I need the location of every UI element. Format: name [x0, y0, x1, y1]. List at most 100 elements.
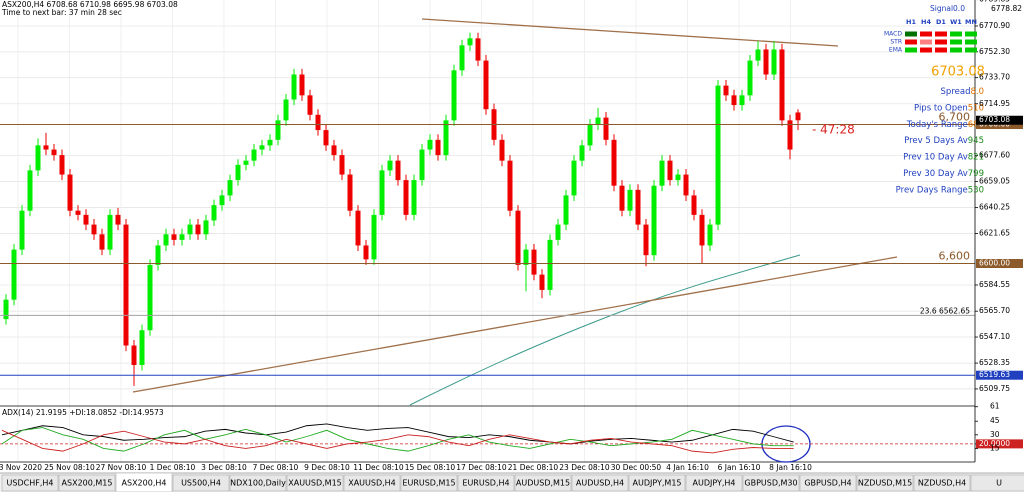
tab[interactable] — [229, 474, 287, 492]
tab[interactable] — [742, 474, 800, 492]
signal-block — [920, 47, 932, 53]
x-tick-label: 15 Dec 08:10 — [405, 463, 456, 472]
candle-body — [243, 160, 249, 165]
candle-body — [731, 95, 737, 106]
candle-body — [339, 155, 345, 175]
tab[interactable] — [1, 474, 59, 492]
tab-label[interactable]: NZDUSD,M15 — [858, 479, 912, 488]
candle-body — [363, 245, 369, 260]
tab[interactable] — [571, 474, 629, 492]
y-tick-label: 6752.30 — [979, 47, 1010, 56]
tab[interactable] — [343, 474, 401, 492]
tab[interactable] — [58, 474, 116, 492]
tab-label[interactable]: EURUSD,H4 — [462, 479, 509, 488]
tab[interactable] — [628, 474, 686, 492]
candle-body — [699, 214, 705, 246]
candle-body — [779, 49, 785, 121]
candle-body — [787, 120, 793, 150]
y-tick-label: 6770.90 — [979, 21, 1010, 30]
candle-body — [651, 185, 657, 256]
candle-body — [235, 164, 241, 181]
tab-label[interactable]: USDCHF,H4 — [7, 479, 54, 488]
candle-body — [123, 224, 129, 346]
candle-body — [531, 249, 537, 275]
tab-label[interactable]: NZDUSD,H4 — [918, 479, 966, 488]
current-price: 6703.08 — [931, 65, 985, 80]
tab-label[interactable]: U — [996, 479, 1002, 488]
tab-label[interactable]: EURUSD,M15 — [402, 479, 455, 488]
signal-block — [905, 31, 917, 37]
stat-value: 510 — [968, 103, 984, 113]
tab[interactable] — [286, 474, 344, 492]
y-tick-label: 6565.70 — [979, 306, 1010, 315]
x-tick-label: 27 Nov 08:10 — [96, 463, 147, 472]
tab[interactable] — [457, 474, 515, 492]
candle-body — [163, 234, 169, 246]
candle-body — [195, 224, 201, 235]
stat: Pips to Open510 — [914, 103, 984, 113]
candle-body — [571, 160, 577, 196]
candle-body — [203, 220, 209, 235]
candle-body — [771, 49, 777, 75]
candle-body — [435, 139, 441, 156]
candle-body — [627, 189, 633, 211]
tab[interactable] — [799, 474, 857, 492]
tab-label[interactable]: GBPUSD,M30 — [744, 479, 797, 488]
signal-row-name: STR — [890, 39, 902, 46]
chart-subtitle: Time to next bar: 37 min 28 sec — [1, 8, 122, 17]
trendline-upper — [421, 18, 839, 47]
tab-label[interactable]: AUDUSD,M15 — [516, 479, 570, 488]
stat-value: 680 — [968, 119, 984, 129]
adx-tick-label: 15 — [990, 443, 1000, 452]
candle-body — [723, 85, 729, 96]
candle-body — [107, 214, 113, 250]
adx-level-box — [976, 439, 1023, 449]
tab[interactable] — [400, 474, 458, 492]
tab[interactable] — [913, 474, 971, 492]
tab[interactable] — [970, 474, 1024, 492]
candle-body — [291, 74, 297, 100]
adx-tick-label: 30 — [990, 430, 1000, 439]
candle-body — [675, 174, 681, 181]
tab-label[interactable]: XAUUSD,H4 — [348, 479, 396, 488]
tab[interactable] — [115, 472, 173, 492]
adx-tick-label: 61 — [990, 402, 1000, 411]
signal-block — [950, 47, 962, 53]
tab-label[interactable]: XAUUSD,M15 — [288, 479, 342, 488]
candle-body — [611, 139, 617, 186]
tab[interactable] — [514, 474, 572, 492]
candle-body — [499, 139, 505, 161]
candle-body — [171, 234, 177, 240]
candle-body — [43, 145, 49, 150]
tab[interactable] — [172, 474, 230, 492]
x-tick-label: 3 Dec 08:10 — [201, 463, 247, 472]
candle-body — [347, 174, 353, 211]
x-tick-label: 23 Dec 08:10 — [559, 463, 610, 472]
candle-body — [795, 112, 801, 121]
signal-block — [905, 39, 917, 45]
tab-label[interactable]: US500,H4 — [181, 479, 221, 488]
candle-body — [547, 239, 553, 290]
candle-body — [443, 120, 449, 156]
stat: Prev Days Range530 — [896, 185, 984, 195]
tab-label[interactable]: ASX200,H4 — [122, 479, 167, 488]
tab-label[interactable]: ASX200,M15 — [62, 479, 113, 488]
signal-block — [920, 39, 932, 45]
tab[interactable] — [856, 474, 914, 492]
candle-body — [147, 264, 153, 331]
tab-label[interactable]: AUDUSD,H4 — [576, 479, 624, 488]
adx-line — [1, 427, 794, 452]
candle-body — [99, 234, 105, 250]
tab-label[interactable]: AUDJPY,M15 — [632, 479, 681, 488]
signal-block — [965, 39, 977, 45]
y-tick-label: 6714.95 — [979, 99, 1010, 108]
grid — [0, 0, 978, 462]
tab-label[interactable]: AUDJPY,H4 — [692, 479, 735, 488]
x-tick-label: 8 Jan 16:10 — [769, 463, 812, 472]
candle-body — [739, 95, 745, 106]
tab[interactable] — [685, 474, 743, 492]
tab-label[interactable]: NDX100,Daily — [230, 479, 286, 488]
tab-label[interactable]: GBPUSD,H4 — [804, 479, 851, 488]
y-tick-label: 6659.05 — [979, 176, 1010, 185]
